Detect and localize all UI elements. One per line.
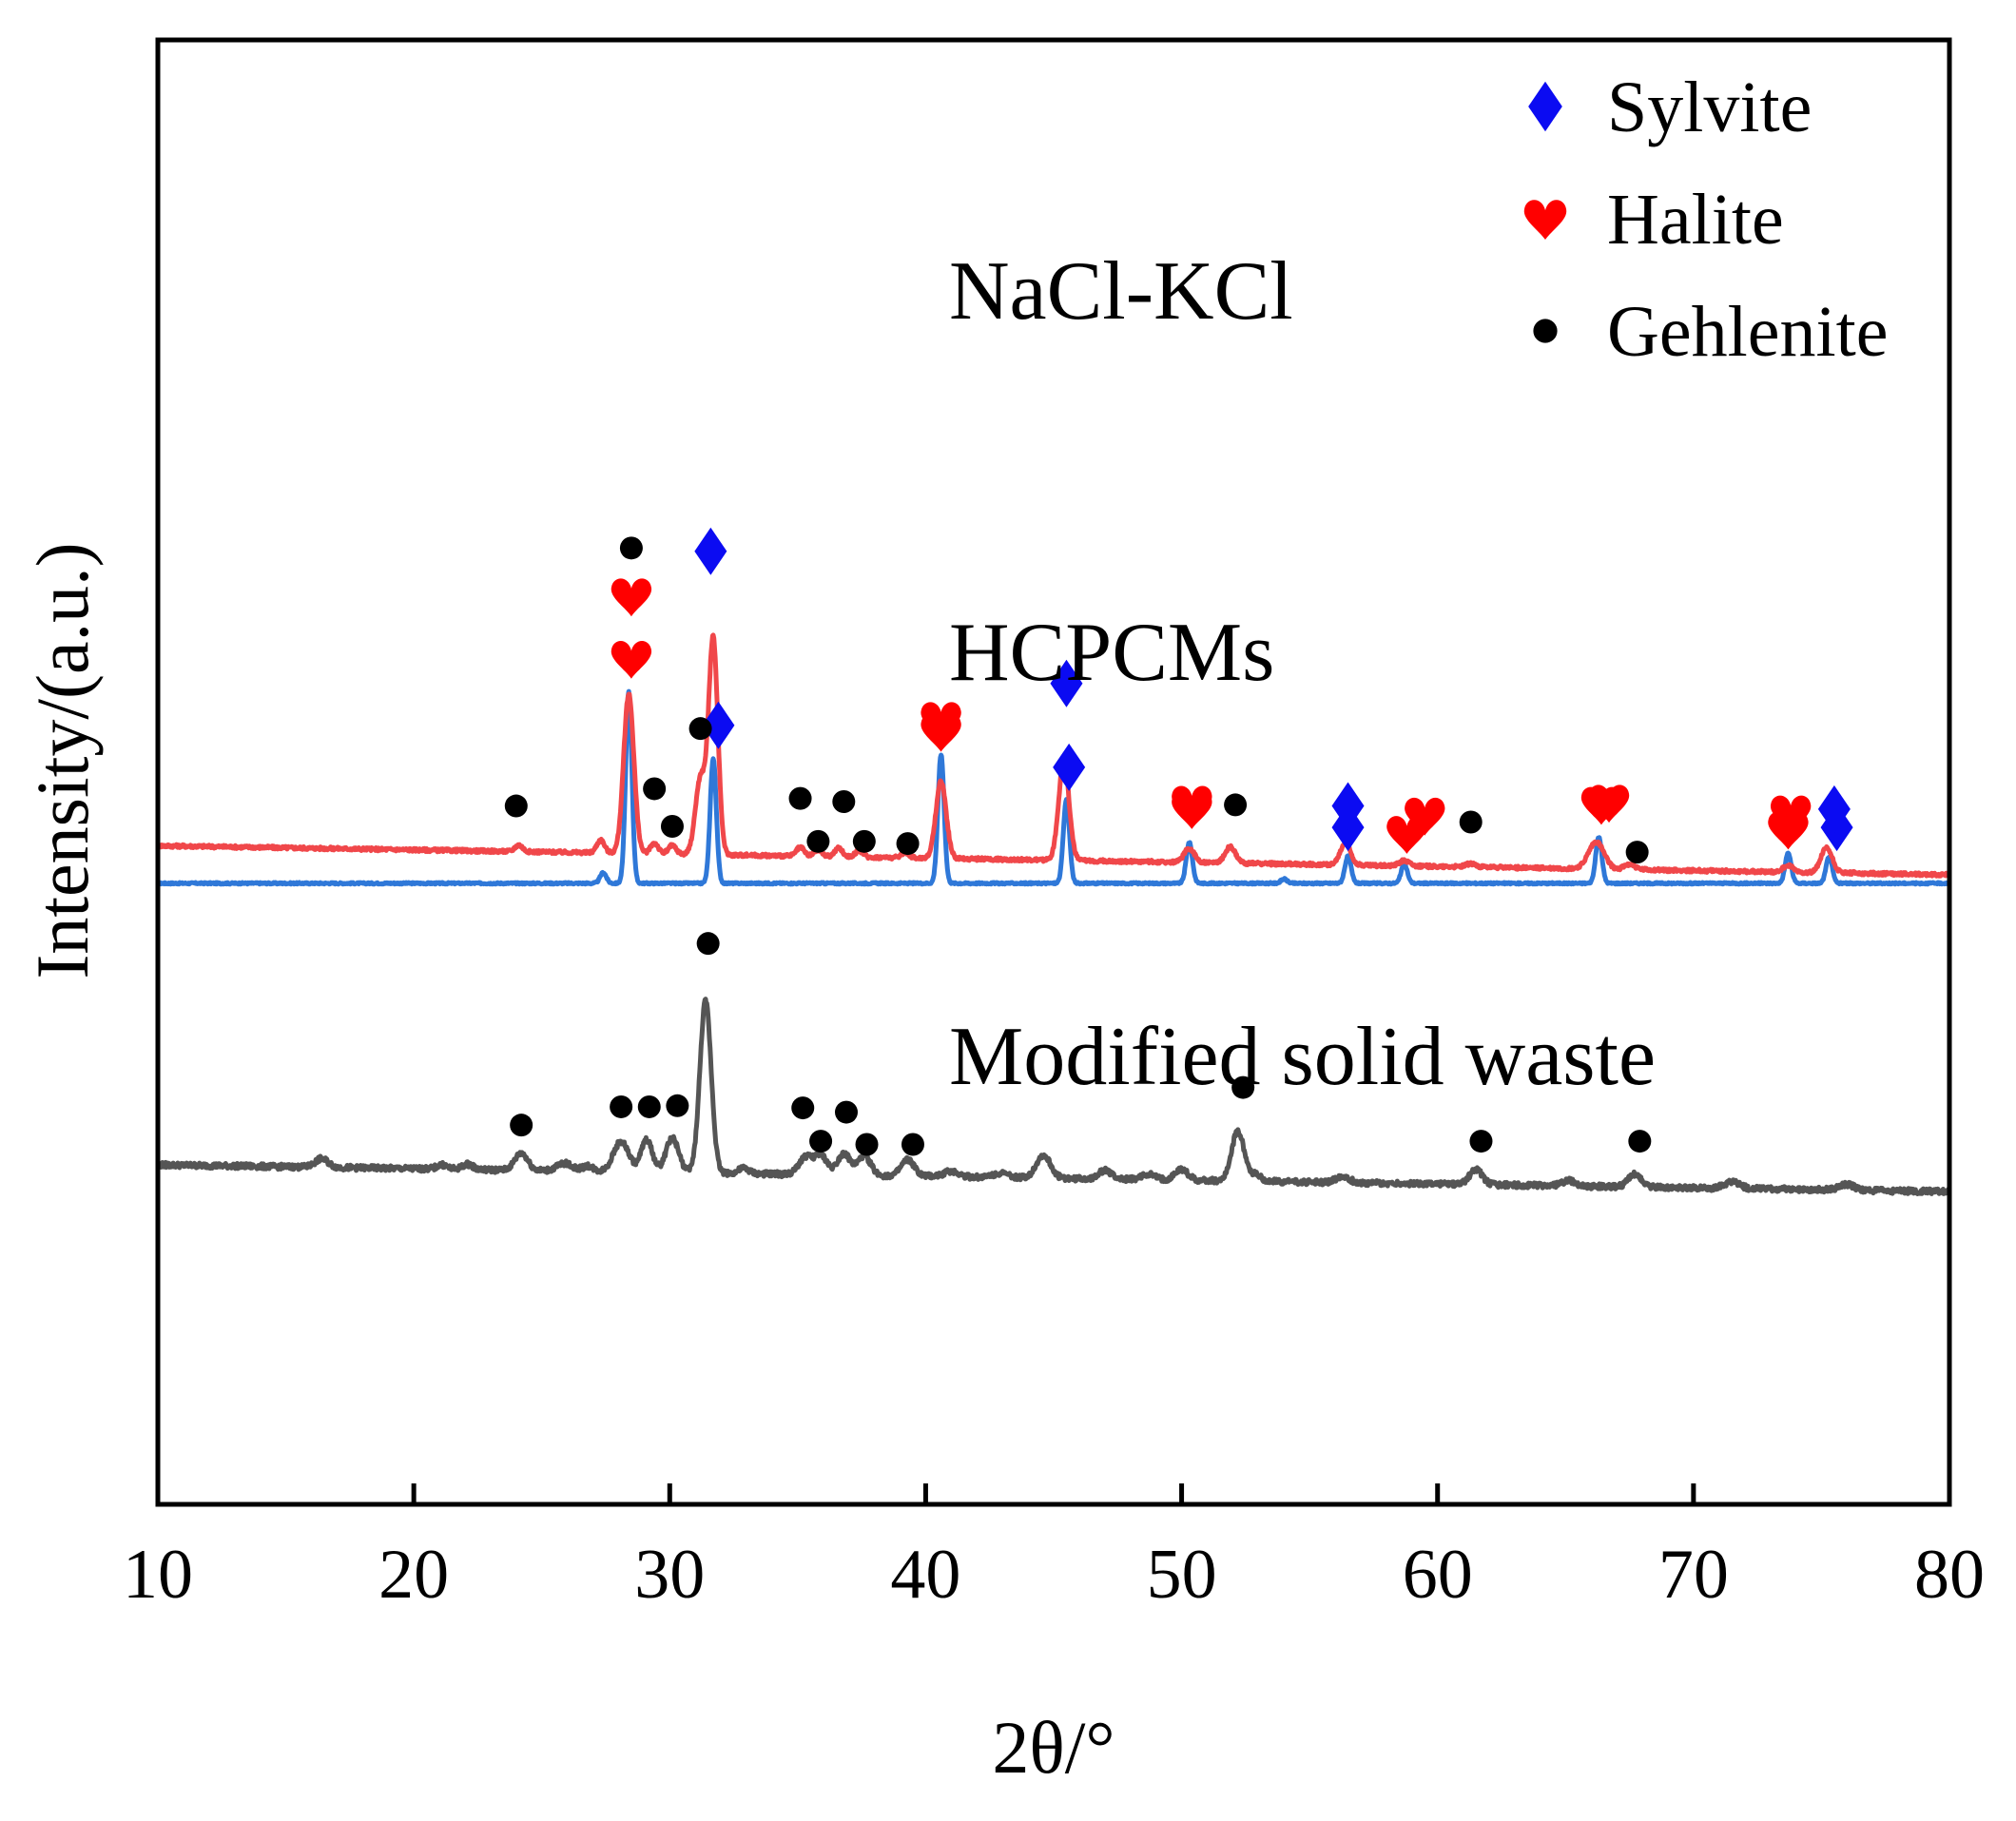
- halite-marker-icon: [611, 640, 652, 679]
- gehlenite-marker-icon: [510, 1114, 533, 1137]
- x-tick-label-20: 20: [378, 1536, 449, 1614]
- x-tick-label-60: 60: [1403, 1536, 1473, 1614]
- sylvite-marker-icon: [1053, 743, 1086, 791]
- legend-label-sylvite: Sylvite: [1607, 68, 1812, 147]
- legend-sylvite-diamond-icon: [1528, 81, 1562, 132]
- phase-marker-layer: [504, 527, 1853, 1156]
- y-axis-title: Intensity/(a.u.): [21, 542, 104, 978]
- legend: Sylvite Halite Gehlenite: [1523, 68, 1888, 372]
- gehlenite-marker-icon: [806, 829, 830, 853]
- series-line-nacl-kcl: [156, 688, 1951, 887]
- series-label-modified-solid-waste: Modified solid waste: [949, 1011, 1656, 1103]
- gehlenite-marker-icon: [901, 1133, 924, 1156]
- legend-halite-heart-icon: [1523, 200, 1567, 241]
- sylvite-marker-icon: [694, 527, 727, 575]
- halite-marker-icon: [1172, 785, 1212, 824]
- legend-item-gehlenite: Gehlenite: [1533, 292, 1888, 372]
- series-layer: [155, 632, 1952, 1196]
- x-tick-label-70: 70: [1658, 1536, 1729, 1614]
- gehlenite-marker-icon: [660, 815, 684, 839]
- series-label-nacl-kcl: NaCl-KCl: [949, 245, 1293, 338]
- sylvite-marker-icon: [1331, 782, 1365, 830]
- gehlenite-marker-icon: [1459, 810, 1483, 834]
- legend-label-halite: Halite: [1607, 180, 1784, 260]
- gehlenite-marker-icon: [1469, 1130, 1493, 1153]
- x-axis: 10 20 30 40 50 60 70 80: [123, 1483, 1985, 1614]
- sylvite-marker-icon: [702, 701, 735, 749]
- legend-gehlenite-circle-icon: [1533, 319, 1558, 343]
- gehlenite-marker-icon: [637, 1095, 661, 1118]
- gehlenite-marker-icon: [696, 932, 720, 956]
- series-line-hcpcms: [155, 632, 1952, 879]
- series-label-hcpcms: HCPCMs: [949, 607, 1274, 699]
- gehlenite-marker-icon: [1628, 1130, 1652, 1153]
- x-tick-label-40: 40: [890, 1536, 960, 1614]
- gehlenite-marker-icon: [834, 1100, 858, 1124]
- gehlenite-marker-icon: [855, 1133, 879, 1156]
- x-axis-title: 2θ/°: [992, 1706, 1115, 1789]
- halite-marker-icon: [1770, 795, 1812, 834]
- gehlenite-marker-icon: [1231, 1075, 1255, 1099]
- x-tick-label-10: 10: [123, 1536, 193, 1614]
- gehlenite-marker-icon: [791, 1096, 815, 1120]
- gehlenite-marker-icon: [666, 1094, 689, 1117]
- gehlenite-marker-icon: [809, 1130, 833, 1153]
- gehlenite-marker-icon: [788, 786, 812, 810]
- gehlenite-marker-icon: [619, 536, 643, 560]
- gehlenite-marker-icon: [610, 1095, 633, 1118]
- gehlenite-marker-icon: [688, 717, 712, 741]
- sylvite-marker-icon: [1050, 659, 1083, 707]
- halite-marker-icon: [1405, 797, 1445, 836]
- x-tick-label-30: 30: [634, 1536, 705, 1614]
- gehlenite-marker-icon: [1224, 793, 1248, 817]
- halite-marker-icon: [611, 578, 652, 617]
- gehlenite-marker-icon: [832, 790, 856, 814]
- legend-label-gehlenite: Gehlenite: [1607, 292, 1888, 372]
- gehlenite-marker-icon: [1625, 841, 1649, 864]
- halite-marker-icon: [921, 702, 961, 741]
- halite-marker-icon: [921, 713, 961, 752]
- legend-item-sylvite: Sylvite: [1528, 68, 1812, 147]
- gehlenite-marker-icon: [504, 794, 528, 818]
- gehlenite-marker-icon: [852, 829, 876, 853]
- gehlenite-marker-icon: [896, 832, 920, 856]
- halite-marker-icon: [1580, 786, 1622, 825]
- sylvite-marker-icon: [1817, 785, 1851, 833]
- series-line-modified-solid-waste: [155, 997, 1952, 1196]
- plot-frame: [155, 37, 1952, 1507]
- legend-item-halite: Halite: [1523, 180, 1784, 260]
- gehlenite-marker-icon: [643, 777, 667, 801]
- x-tick-label-50: 50: [1147, 1536, 1217, 1614]
- x-tick-label-80: 80: [1914, 1536, 1985, 1614]
